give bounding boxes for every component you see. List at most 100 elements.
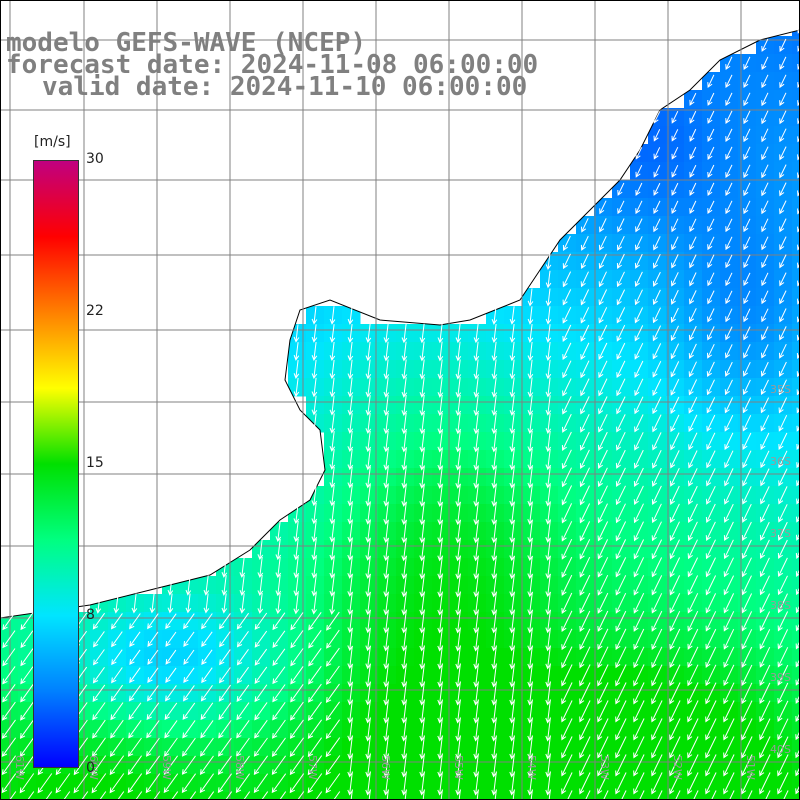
wind-arrow (275, 538, 282, 561)
wind-arrow (579, 718, 591, 741)
wind-arrow (437, 573, 443, 598)
wind-arrow (221, 593, 228, 614)
wind-arrow (383, 717, 389, 742)
wind-arrow (795, 711, 800, 722)
wind-arrow (707, 326, 715, 341)
wind-arrow (598, 235, 607, 251)
wind-arrow (455, 663, 461, 688)
wind-arrow (545, 771, 551, 796)
wind-arrow (760, 450, 770, 469)
wind-arrow (311, 324, 318, 343)
wind-arrow (347, 717, 353, 742)
wind-arrow (634, 325, 644, 342)
wind-arrow (633, 557, 645, 578)
wind-arrow (527, 395, 534, 416)
wind-arrow (19, 719, 34, 739)
wind-arrow (705, 718, 717, 741)
wind-arrow (759, 521, 770, 541)
wind-arrow (653, 111, 661, 124)
wind-arrow (761, 290, 769, 305)
wind-arrow (580, 360, 590, 379)
wind-arrow (669, 736, 681, 759)
wind-arrow (437, 341, 444, 362)
wind-arrow (689, 164, 697, 178)
wind-cell (792, 558, 800, 577)
wind-arrow (616, 378, 626, 397)
wind-arrow (652, 396, 662, 415)
wind-arrow (615, 700, 627, 723)
wind-arrow (688, 450, 698, 469)
wind-arrow (545, 699, 551, 724)
wind-cell (792, 234, 800, 253)
wind-arrow (153, 791, 161, 800)
wind-arrow (365, 699, 371, 724)
wind-cell (630, 792, 649, 800)
wind-cell (792, 342, 800, 361)
wind-arrow (725, 200, 733, 215)
wind-arrow (527, 753, 533, 778)
wind-arrow (597, 610, 609, 632)
wind-arrow (633, 718, 645, 741)
wind-arrow (347, 699, 353, 724)
wind-arrow (710, 790, 717, 800)
wind-arrow (598, 342, 608, 360)
wind-arrow (635, 200, 643, 215)
wind-arrow (293, 360, 300, 379)
wind-arrow (545, 753, 551, 778)
wind-cell (720, 792, 739, 800)
wind-arrow (653, 147, 661, 160)
wind-arrow (113, 593, 120, 614)
wind-arrow (796, 369, 800, 378)
wind-arrow (580, 413, 590, 433)
wind-arrow (687, 539, 698, 560)
wind-arrow (491, 681, 497, 706)
wind-arrow (437, 717, 443, 742)
wind-arrow (183, 613, 195, 630)
wind-arrow (2, 684, 16, 703)
wind-arrow (741, 521, 752, 541)
wind-arrow (37, 773, 53, 794)
wind-arrow (164, 685, 177, 702)
wind-arrow (743, 236, 751, 251)
wind-arrow (1, 755, 17, 776)
wind-arrow (723, 575, 735, 596)
wind-arrow (633, 646, 645, 669)
wind-arrow (597, 718, 609, 741)
wind-arrow (254, 612, 268, 630)
wind-arrow (311, 556, 318, 579)
wind-arrow (383, 323, 390, 344)
wind-arrow (329, 520, 336, 543)
wind-arrow (347, 520, 354, 543)
wind-arrow (203, 593, 210, 614)
wind-arrow (311, 413, 318, 434)
wind-arrow (707, 343, 715, 359)
wind-arrow (741, 736, 753, 759)
wind-arrow (236, 666, 250, 684)
wind-arrow (109, 773, 125, 794)
wind-arrow (653, 164, 661, 178)
wind-arrow (705, 646, 717, 668)
wind-arrow (743, 254, 751, 269)
wind-arrow (329, 413, 336, 434)
wind-cell (792, 792, 800, 800)
wind-arrow (777, 629, 789, 650)
wind-arrow (617, 200, 625, 215)
wind-cell (792, 576, 800, 595)
wind-arrow (135, 791, 143, 800)
wind-arrow (183, 667, 195, 684)
wind-cell (792, 396, 800, 415)
wind-cell (234, 792, 253, 800)
wind-arrow (705, 664, 717, 687)
wind-arrow (562, 396, 572, 415)
wind-arrow (633, 628, 645, 650)
wind-arrow (599, 200, 607, 215)
wind-arrow (419, 484, 426, 507)
wind-arrow (275, 574, 282, 597)
wind-arrow (329, 556, 336, 579)
wind-arrow (651, 700, 663, 723)
wind-arrow (92, 612, 106, 630)
wind-arrow (688, 432, 698, 451)
wind-arrow (383, 519, 390, 544)
wind-arrow (365, 520, 372, 543)
wind-arrow (437, 466, 444, 489)
